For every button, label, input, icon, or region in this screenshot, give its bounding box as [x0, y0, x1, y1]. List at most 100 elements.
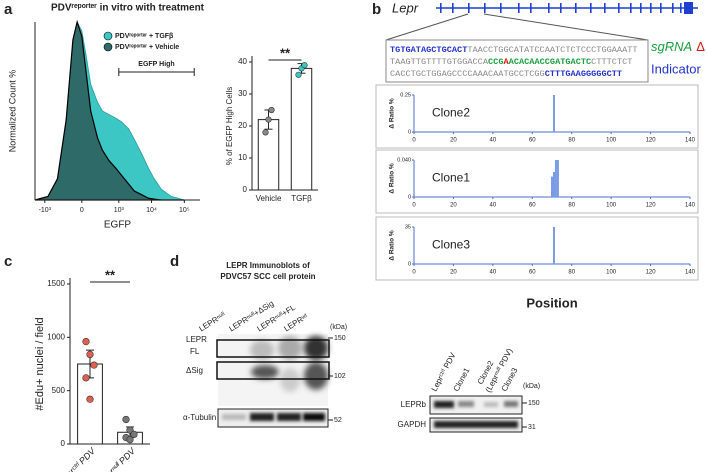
x-tick-label: 0: [80, 207, 84, 214]
x-tick-label: 60: [529, 138, 536, 144]
gene-label: Lepr: [392, 0, 419, 15]
y-tick-label: 0: [243, 185, 248, 194]
lane-label: LEPRⁿᵘˡˡ: [197, 310, 227, 333]
sequence-span: CACCTGCTGGAGCCCCAAACAATGCCTCGG: [390, 69, 545, 79]
sequence-line: TAAGTTGTTTTGTGGACCACCGAACACAACCGATGACTCC…: [390, 57, 632, 67]
bar: [77, 363, 103, 445]
y-axis-label: Δ Ratio %: [389, 163, 396, 194]
x-tick-label: Vehicle: [256, 194, 282, 203]
x-axis-label: EGFP: [104, 220, 132, 231]
marker-label: 150: [334, 335, 346, 342]
x-tick-label: 120: [646, 138, 657, 144]
y-tick-label: 500: [52, 386, 66, 395]
x-tick-label: 40: [490, 138, 497, 144]
legend-swatch: [103, 42, 113, 52]
exon: [440, 3, 442, 13]
y-tick-label: 0: [408, 129, 411, 135]
panel-label: a: [4, 1, 13, 18]
legend-swatch: [103, 31, 113, 41]
y-tick-label: 1000: [47, 332, 65, 341]
band-label: ΔSig: [186, 366, 203, 375]
panel-frame: [375, 216, 699, 281]
x-tick-label: Leprⁿᵘˡˡ PDV: [97, 445, 138, 472]
x-tick-label: -10³: [39, 207, 52, 214]
exon: [590, 3, 592, 13]
x-tick-label: TGFβ: [291, 194, 312, 203]
x-tick-label: 100: [606, 270, 617, 276]
x-tick-label: 140: [685, 138, 696, 144]
x-tick-label: 140: [685, 270, 696, 276]
data-point: [122, 415, 130, 424]
blot-title: PDVC57 SCC cell protein: [220, 272, 315, 281]
exon: [680, 3, 682, 13]
y-tick-label: 0: [408, 261, 411, 267]
clone-label: Clone2: [432, 106, 470, 120]
bar: [552, 227, 555, 264]
sequence-span: TAACCTGGCATATCCAATCTCTCCCTGGAAATT: [467, 45, 637, 55]
exon: [560, 3, 562, 13]
marker-label: 52: [334, 417, 342, 424]
clone-label: Clone3: [432, 238, 470, 252]
x-tick-label: 20: [450, 138, 457, 144]
panel-frame: [375, 149, 699, 214]
blot-title: LEPR Immunoblots of: [226, 261, 310, 270]
band-label: GAPDH: [398, 420, 427, 429]
x-tick-label: 0: [412, 270, 416, 276]
data-point: [126, 436, 134, 444]
marker-label: 102: [334, 373, 346, 380]
exon: [604, 3, 606, 13]
gene-track: [436, 2, 698, 14]
y-tick-label: 35: [405, 224, 411, 230]
exon: [452, 3, 454, 13]
x-tick-label: 0: [412, 203, 416, 209]
gate-label: EGFP High: [138, 61, 174, 68]
sequence-line: TGTGATAGCTGCACTTAACCTGGCATATCCAATCTCTCCC…: [390, 45, 638, 55]
x-tick-label: 0: [412, 138, 416, 144]
y-tick-label: 0: [408, 194, 411, 200]
data-point: [130, 430, 138, 439]
legend-sgrna: sgRNA: [651, 39, 692, 54]
sequence-line: CACCTGCTGGAGCCCCAAACAATGCCTCGGCTTTGAAGGG…: [390, 69, 622, 79]
significance-label: **: [105, 267, 116, 282]
bar: [556, 160, 559, 197]
bar: [290, 67, 313, 191]
clone-label: Clone1: [432, 171, 470, 185]
y-tick-label: 0.040: [397, 157, 411, 163]
y-axis-label: #Edu+ nuclei / field: [34, 317, 46, 410]
exon: [518, 3, 520, 13]
sequence-span: CCG: [488, 57, 503, 67]
y-tick-label: 10: [238, 153, 247, 162]
y-tick-label: 0: [61, 439, 66, 448]
chart-title: PDVʳᵉᵖᵒʳᵗᵉʳ in vitro with treatment: [51, 3, 205, 14]
y-tick-label: 30: [238, 89, 247, 98]
exon: [650, 3, 652, 13]
panel-frame: [375, 84, 699, 149]
x-tick-label: Leprᶜᵗʳˡ PDV: [57, 445, 98, 472]
sequence-span: TGTGATAGCTGCACT: [390, 45, 467, 55]
blot-image: [216, 334, 330, 428]
sequence-legend: sgRNA Δ: [651, 39, 705, 54]
sequence-span: A: [503, 57, 509, 67]
x-tick-label: 100: [606, 203, 617, 209]
bar: [554, 160, 557, 197]
data-point: [262, 129, 269, 136]
exon: [640, 3, 642, 13]
legend-indicator: Indicator: [651, 61, 702, 76]
lane-label: Clone1: [452, 366, 472, 393]
x-tick-label: 120: [646, 203, 657, 209]
x-tick-label: 20: [450, 270, 457, 276]
marker-label: 31: [528, 424, 536, 431]
exon: [684, 2, 693, 14]
data-point: [86, 395, 94, 403]
data-point: [295, 71, 302, 78]
x-axis-label: Position: [526, 295, 577, 310]
sequence-span: ACACAACCGATGACTC: [509, 57, 592, 67]
y-axis-label: % of EGFP High Cells: [225, 87, 234, 166]
panel-label: d: [170, 253, 179, 270]
x-tick-label: 140: [685, 203, 696, 209]
data-point: [301, 62, 308, 69]
band-label: FL: [190, 347, 200, 356]
panel-label: b: [372, 1, 381, 18]
exon: [672, 3, 674, 13]
